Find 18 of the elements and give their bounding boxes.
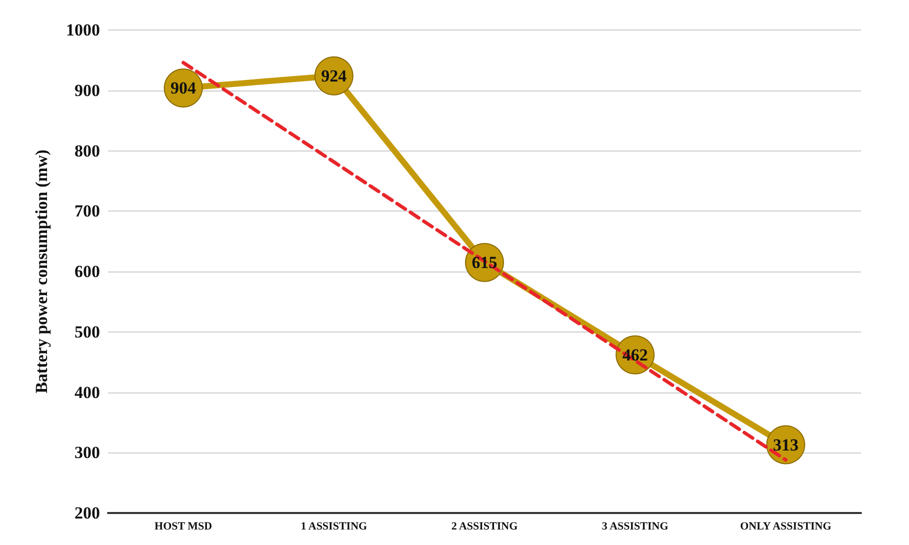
x-tick-label: ONLY ASSISTING: [740, 520, 832, 532]
y-tick-label: 800: [74, 141, 100, 160]
y-tick-label: 300: [74, 443, 100, 462]
x-tick-label: HOST MSD: [154, 520, 212, 532]
x-tick-label: 2 ASSISTING: [451, 520, 518, 532]
x-tick-label: 1 ASSISTING: [300, 520, 368, 532]
data-label: 904: [170, 78, 197, 98]
y-tick-label: 700: [74, 202, 100, 221]
y-tick-label: 400: [74, 382, 100, 402]
y-tick-label: 900: [74, 80, 100, 100]
data-label: 924: [321, 66, 348, 86]
y-tick-label: 1000: [66, 20, 100, 40]
data-label: 313: [772, 435, 798, 454]
y-tick-label: 600: [74, 262, 100, 281]
y-tick-label: 500: [74, 322, 100, 342]
y-tick-label: 200: [74, 504, 100, 522]
y-axis-title: Battery power consumption (mw): [32, 150, 51, 394]
x-tick-label: 3 ASSISTING: [602, 520, 669, 532]
